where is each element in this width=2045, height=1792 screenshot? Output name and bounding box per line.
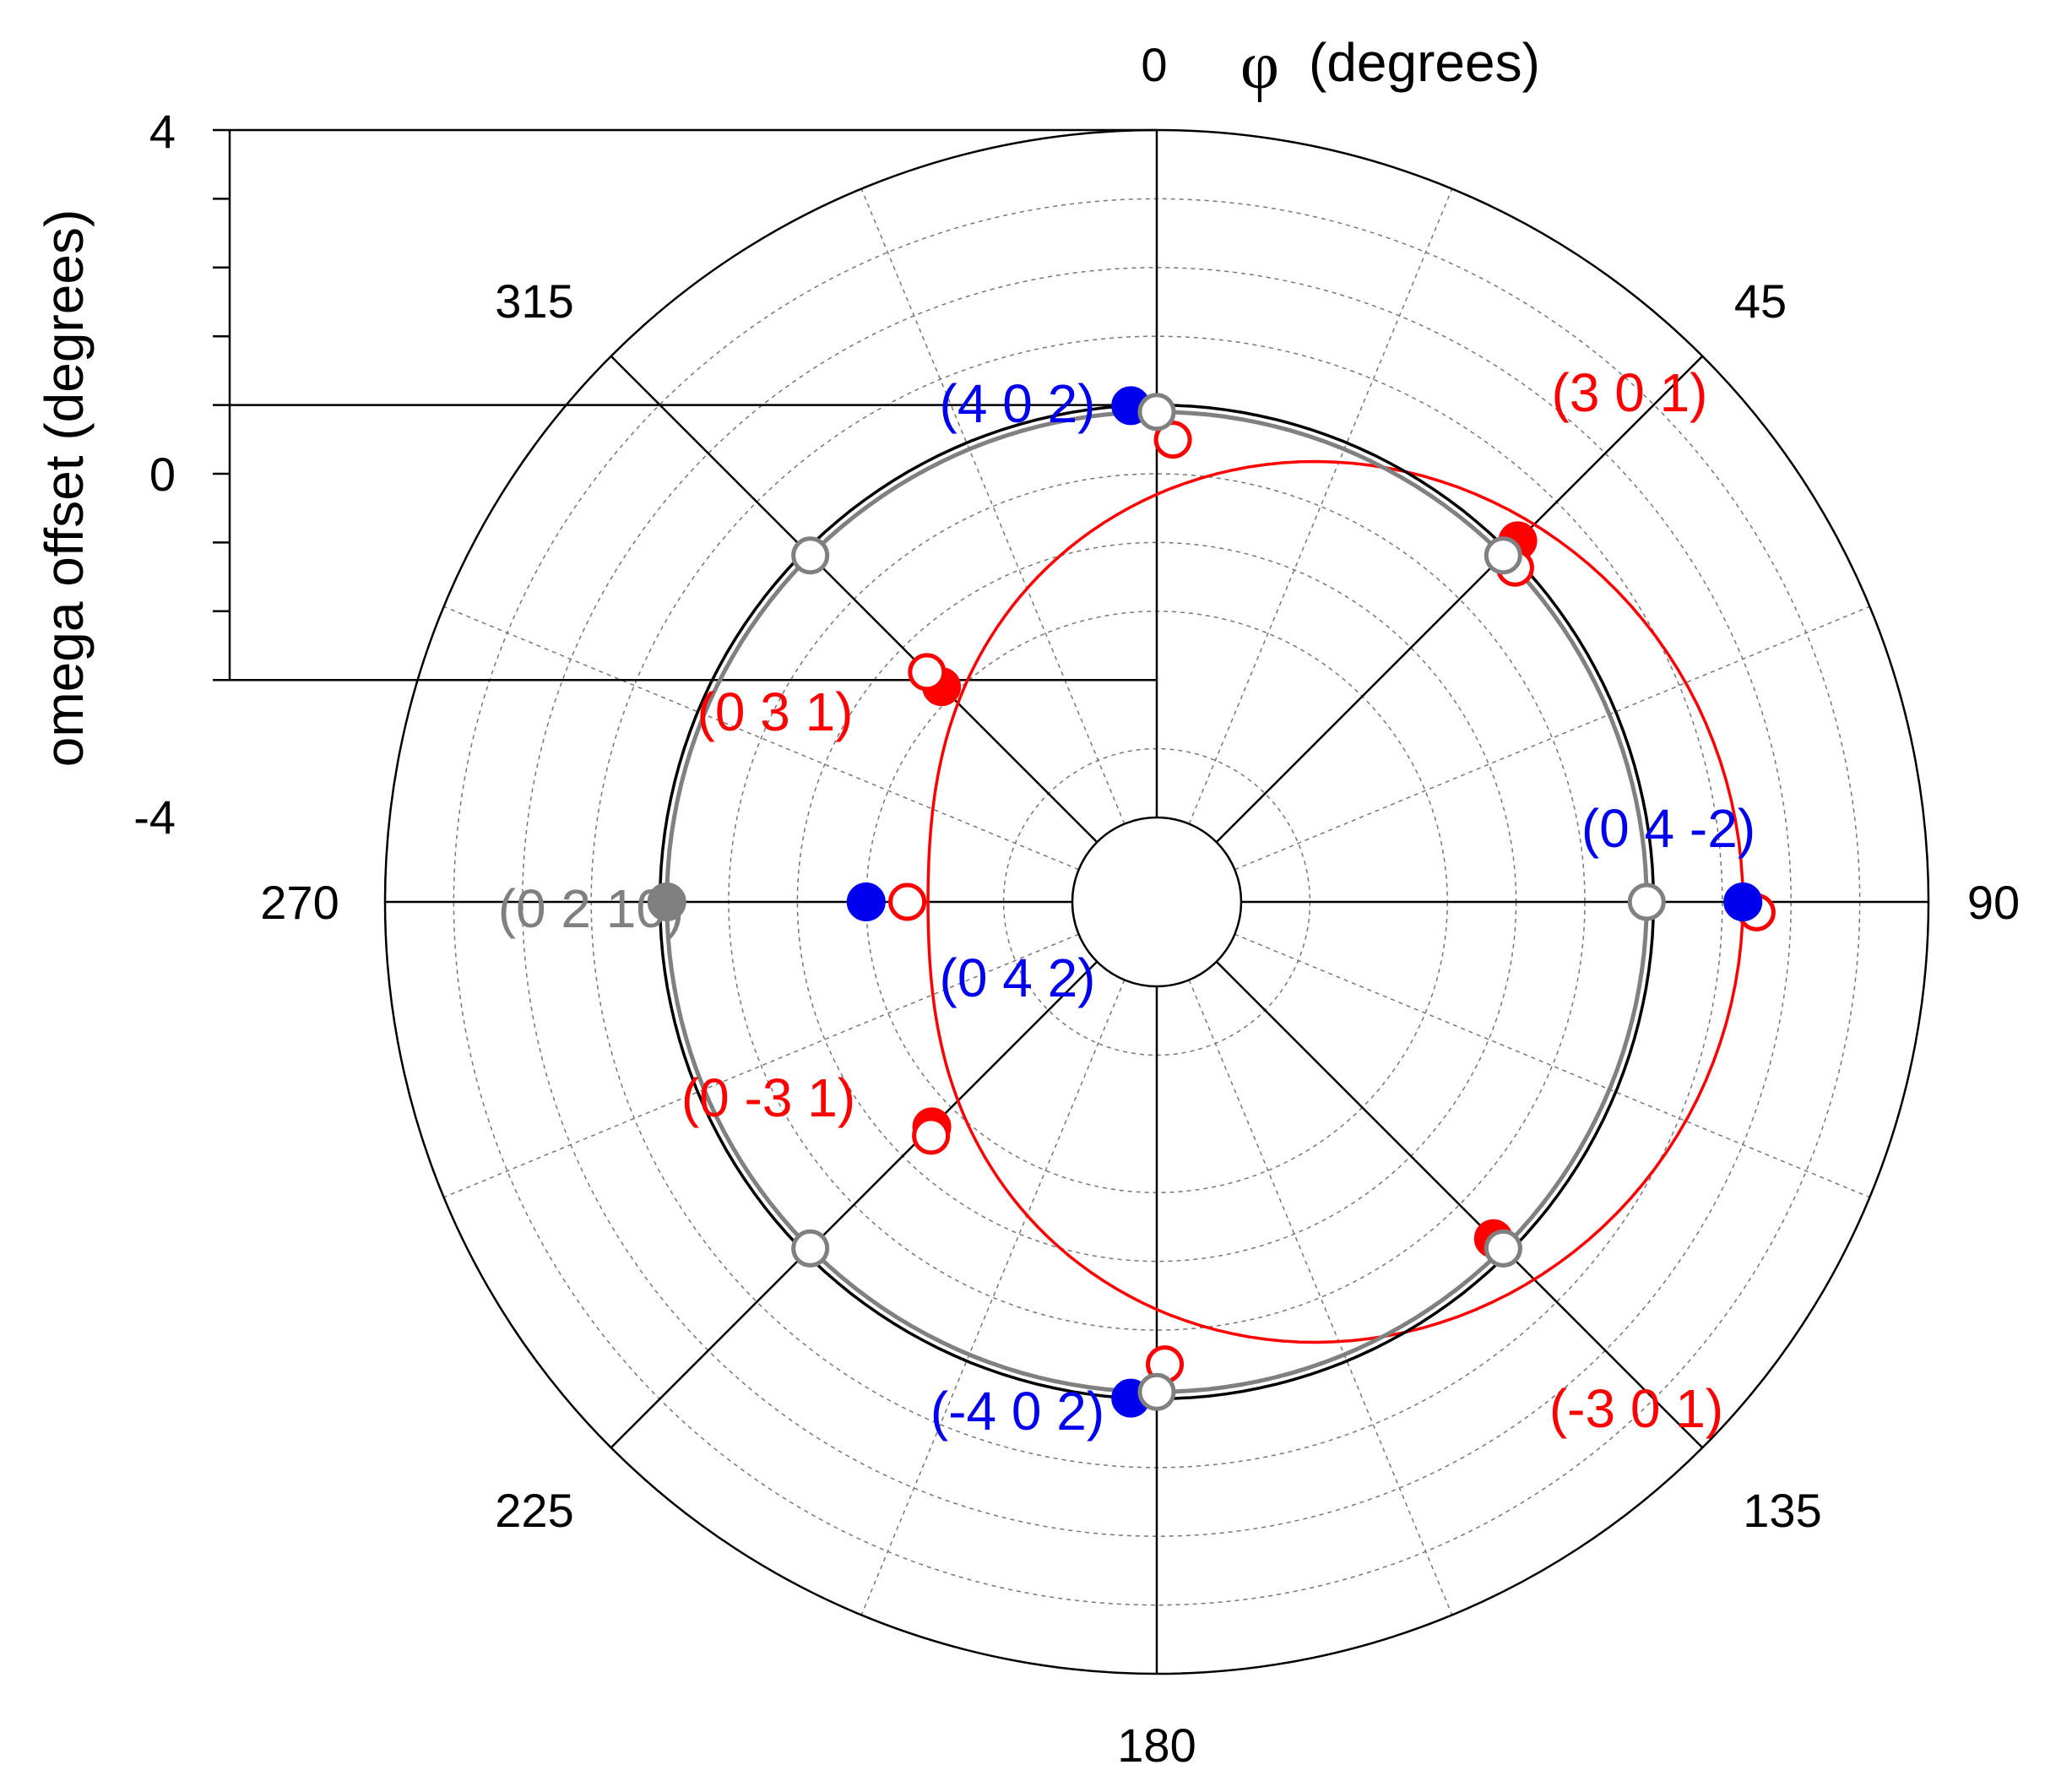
theta-tick-45: 45 <box>1734 274 1787 328</box>
series-3-point-1 <box>1723 882 1763 921</box>
theta-tick-135: 135 <box>1743 1484 1821 1537</box>
theta-axis-symbol: φ <box>1240 29 1279 103</box>
theta-tick-225: 225 <box>495 1484 573 1537</box>
series-1-point-6 <box>888 882 927 921</box>
annotation-0-3-1: (0 3 1) <box>697 682 854 742</box>
radial-axis-label: omega offset (degrees) <box>34 209 95 768</box>
data-markers <box>647 386 1776 1418</box>
theta-tick-315: 315 <box>495 274 573 328</box>
theta-tick-0: 0 <box>1141 38 1167 91</box>
series-4-point-0 <box>1137 393 1176 432</box>
series-2-curve <box>926 459 1744 1344</box>
major-spoke <box>1215 355 1704 844</box>
theta-tick-180: 180 <box>1117 1719 1196 1772</box>
series-3-point-3 <box>846 882 886 921</box>
theta-axis-label: (degrees) <box>1309 32 1540 93</box>
annotation-4-0-2: (4 0 2) <box>940 373 1096 434</box>
annotation-0-minus3-1: (0 -3 1) <box>681 1067 855 1128</box>
series-4-point-7 <box>791 536 830 575</box>
series-1-point-5 <box>912 1116 951 1155</box>
theta-tick-270: 270 <box>260 876 339 929</box>
annotation-minus3-0-1: (-3 0 1) <box>1549 1378 1723 1439</box>
series-1-point-0 <box>1153 421 1192 459</box>
series-4-point-5 <box>791 1229 830 1268</box>
major-spoke <box>610 355 1098 844</box>
grid-spoke <box>1188 188 1453 824</box>
grid-spoke <box>860 980 1126 1616</box>
series-5-point-0 <box>647 882 686 921</box>
inner-circle <box>1071 816 1243 988</box>
annotation-0-2-10: (0 2 10) <box>498 878 685 939</box>
grid-spoke <box>1234 605 1870 871</box>
polar-grid <box>383 128 1930 1675</box>
radial-tick-minus4: -4 <box>133 790 176 844</box>
grid-spoke <box>860 188 1126 824</box>
annotation-0-4-minus2: (0 4 -2) <box>1581 798 1755 859</box>
annotation-0-4-2: (0 4 2) <box>940 948 1096 1008</box>
radial-axis <box>213 128 1157 682</box>
annotation-minus4-0-2: (-4 0 2) <box>930 1381 1104 1442</box>
major-spoke <box>1215 960 1704 1449</box>
grid-spoke <box>1234 933 1870 1198</box>
radial-tick-4: 4 <box>149 105 176 158</box>
annotation-3-0-1: (3 0 1) <box>1552 362 1708 423</box>
grid-spoke <box>1188 980 1453 1616</box>
major-spoke <box>610 960 1098 1449</box>
series-1-point-7 <box>908 653 947 692</box>
series-4-point-3 <box>1484 1229 1522 1268</box>
theta-tick-90: 90 <box>1967 876 2020 929</box>
series-4-point-2 <box>1627 882 1666 921</box>
series-4-point-1 <box>1484 536 1522 575</box>
labels: 0 45 90 135 180 225 270 315 φ (degrees) … <box>34 29 2020 1772</box>
series-4-point-4 <box>1137 1372 1176 1411</box>
radial-tick-0: 0 <box>149 448 176 501</box>
